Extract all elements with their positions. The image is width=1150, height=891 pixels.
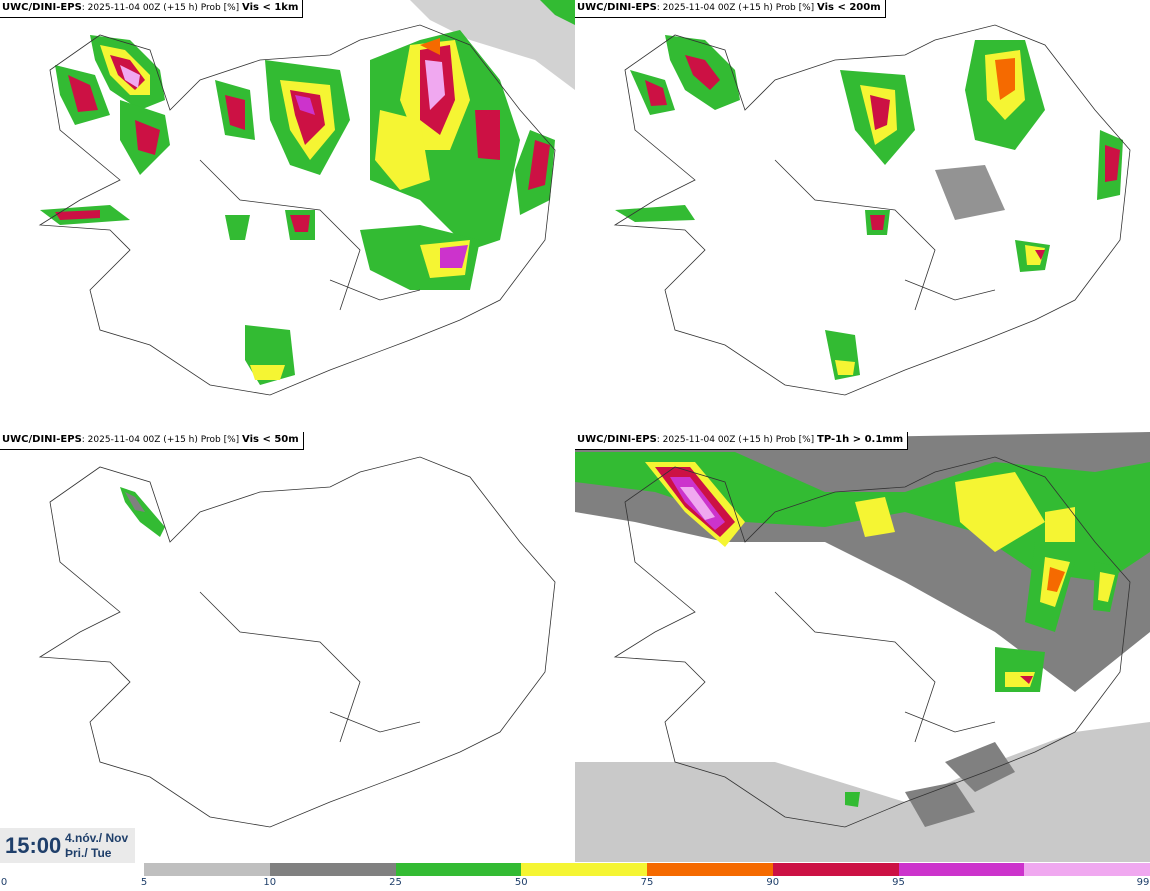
legend-color-segment (772, 863, 899, 876)
legend-color-segment (144, 863, 270, 876)
map-vis-1km (38, 0, 575, 396)
legend-color-segment (1024, 863, 1150, 876)
probability-field (615, 35, 1123, 380)
coastline (613, 456, 1131, 828)
valid-time-clock: 15:00 (5, 833, 62, 858)
panel-title: UWC/DINI-EPS: 2025-11-04 00Z (+15 h) Pro… (575, 0, 886, 18)
legend-tick-label: 25 (389, 877, 402, 888)
legend-tick-label: 75 (640, 877, 654, 888)
legend-color-segment (647, 863, 773, 876)
legend-color-segment (521, 863, 647, 876)
map-vis-200m (613, 24, 1131, 396)
map-vis-50m (38, 456, 556, 828)
panel-title: UWC/DINI-EPS: 2025-11-04 00Z (+15 h) Pro… (0, 0, 304, 18)
map-panel-precip: UWC/DINI-EPS: 2025-11-04 00Z (+15 h) Pro… (575, 432, 1150, 862)
panel-title: UWC/DINI-EPS: 2025-11-04 00Z (+15 h) Pro… (0, 432, 304, 450)
legend-color-segment (898, 863, 1025, 876)
map-precip (575, 432, 1150, 862)
valid-date-line1: 4.nóv./ Nov (65, 831, 129, 845)
coastline (38, 456, 556, 828)
legend-tick-label: 99 (1136, 877, 1150, 888)
valid-date-line2: Þri./ Tue (65, 846, 112, 860)
map-panel-vis-50m: UWC/DINI-EPS: 2025-11-04 00Z (+15 h) Pro… (0, 432, 575, 862)
probability-field (575, 432, 1150, 862)
map-panel-vis-1km: UWC/DINI-EPS: 2025-11-04 00Z (+15 h) Pro… (0, 0, 575, 430)
legend-color-segment (269, 863, 396, 876)
legend-tick-label: 10 (263, 877, 277, 888)
probability-field (40, 0, 575, 385)
probability-field (120, 487, 165, 537)
coastline (613, 24, 1131, 396)
legend-ticks: 0 5 10 25 50 75 90 95 99 (0, 876, 1150, 891)
legend-colorbar (144, 863, 1150, 876)
legend-tick-label: 90 (766, 877, 780, 888)
legend-tick-label: 95 (892, 877, 905, 888)
panel-title: UWC/DINI-EPS: 2025-11-04 00Z (+15 h) Pro… (575, 432, 909, 450)
valid-time-box: 15:00 4.nóv./ Nov Þri./ Tue (0, 828, 135, 863)
legend-tick-label: 0 (0, 877, 8, 888)
legend-tick-label: 50 (514, 877, 528, 888)
legend-tick-label: 5 (140, 877, 148, 888)
legend-color-segment (395, 863, 522, 876)
map-panel-vis-200m: UWC/DINI-EPS: 2025-11-04 00Z (+15 h) Pro… (575, 0, 1150, 430)
coastline (38, 24, 556, 396)
